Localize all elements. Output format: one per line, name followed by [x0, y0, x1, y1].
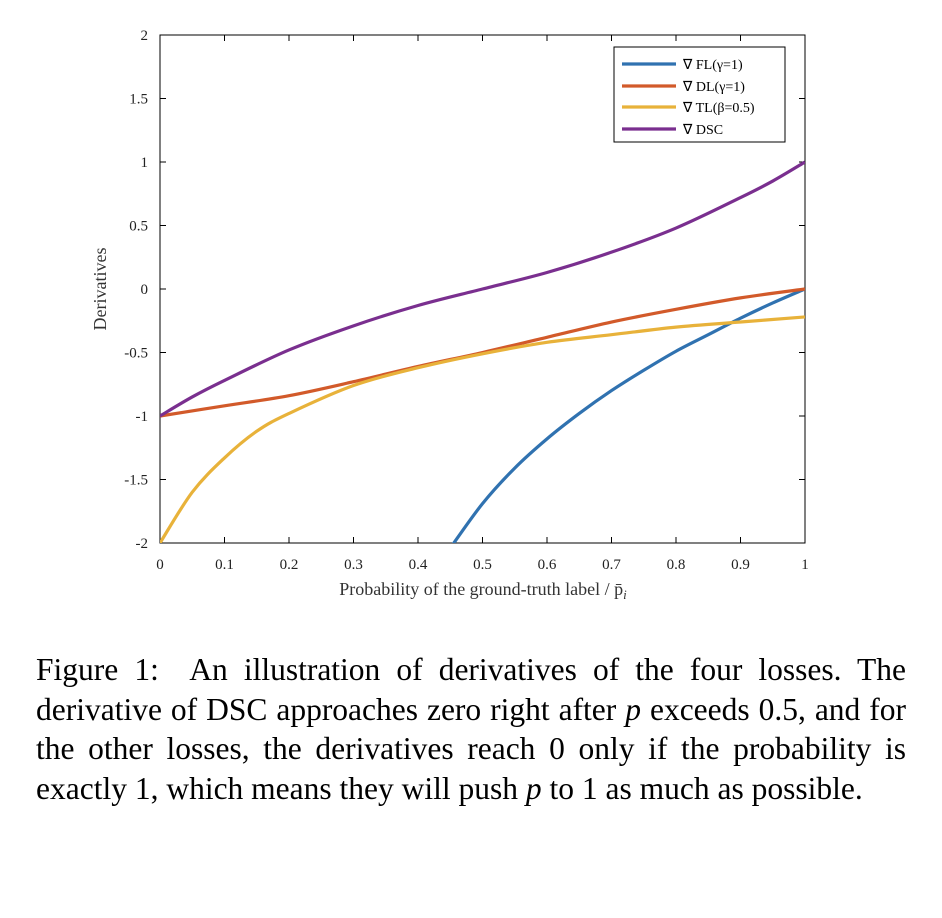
legend-label-2: ∇ TL(β=0.5): [682, 101, 755, 116]
x-tick-label: 0.2: [280, 557, 299, 573]
figure: 0 0.1 0.2 0.3 0.4 0.5 0.6 0.7 0.8 0.9 1 2 1.5 1 0.5 0 -0…: [36, 28, 906, 806]
y-tick-label: 1.5: [129, 92, 148, 108]
y-tick-label: -1: [136, 409, 149, 425]
caption-text-a: An illustration of derivatives of the fo…: [36, 652, 907, 727]
x-axis-label-text: Probability of the ground-truth label / …: [339, 579, 623, 599]
x-axis-label: Probability of the ground-truth label / …: [339, 579, 627, 602]
legend-label-1: ∇ DL(γ=1): [682, 80, 745, 95]
y-tick-label: 0: [141, 282, 149, 298]
caption-text-c: to 1 as much as possible.: [549, 770, 863, 806]
x-tick-label: 0.6: [538, 557, 557, 573]
legend-label-3: ∇ DSC: [682, 123, 723, 138]
x-tick-label: 0.9: [731, 557, 750, 573]
y-tick-label: -0.5: [124, 346, 148, 362]
x-tick-label: 0.8: [667, 557, 686, 573]
x-tick-label: 0.3: [344, 557, 363, 573]
figure-caption: Figure 1: An illustration of derivatives…: [36, 650, 906, 808]
x-tick-label: 0.7: [602, 557, 621, 573]
x-tick-label: 0.5: [473, 557, 492, 573]
y-tick-label: -2: [136, 536, 149, 552]
series-line-2: [160, 315, 805, 543]
derivatives-chart: 0 0.1 0.2 0.3 0.4 0.5 0.6 0.7 0.8 0.9 1 2 1.5 1 0.5 0 -0…: [90, 28, 809, 602]
x-tick-label: 0.4: [409, 557, 428, 573]
x-axis-label-subscript: i: [623, 587, 627, 602]
series-lines: [160, 160, 805, 543]
series-line-3: [160, 160, 805, 418]
x-tick-label: 0: [156, 557, 164, 573]
x-tick-label: 1: [801, 557, 809, 573]
y-axis-label: Derivatives: [90, 248, 110, 331]
y-tick-label: 2: [141, 28, 149, 44]
caption-var-p-1: p: [625, 691, 641, 727]
y-tick-label: 0.5: [129, 219, 148, 235]
x-tick-label: 0.1: [215, 557, 234, 573]
legend: ∇ FL(γ=1) ∇ DL(γ=1) ∇ TL(β=0.5) ∇ DSC: [613, 46, 786, 143]
legend-label-0: ∇ FL(γ=1): [682, 58, 743, 73]
ticks-layer: 0 0.1 0.2 0.3 0.4 0.5 0.6 0.7 0.8 0.9 1 2 1.5 1 0.5 0 -0…: [124, 28, 809, 573]
y-tick-label: -1.5: [124, 473, 148, 489]
caption-var-p-2: p: [525, 770, 542, 806]
caption-text-b: exceeds 0.5, and for the other losses, t…: [36, 691, 906, 806]
caption-label: Figure 1:: [36, 652, 159, 687]
y-tick-label: 1: [141, 155, 149, 171]
series-line-0: [451, 287, 805, 543]
